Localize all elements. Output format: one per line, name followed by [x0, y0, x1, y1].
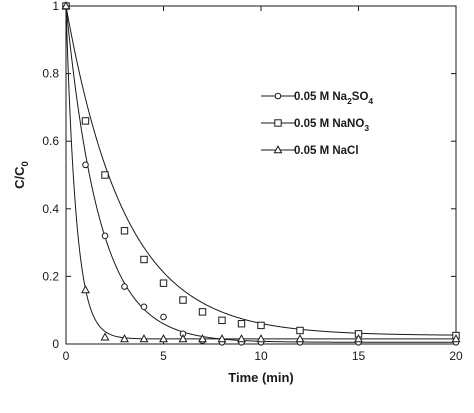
axes: 0 5 10 15 20 0 0.2 0.4 0.6 0.8 1 — [42, 0, 463, 363]
data-point-square — [140, 255, 148, 264]
data-point-square — [296, 326, 304, 335]
data-point-square — [179, 296, 187, 304]
fit-curves — [65, 5, 457, 343]
data-point-triangle — [178, 334, 188, 343]
data-point-triangle — [120, 334, 129, 343]
data-point-circle — [160, 313, 167, 321]
y-tick-label: 0 — [52, 337, 59, 351]
legend-label-text: 0.05 M NaCl — [294, 145, 359, 157]
data-point-square — [257, 321, 265, 330]
legend-label-text: 0.05 M NaNO — [294, 118, 364, 130]
legend-label-text: SO — [352, 91, 369, 103]
legend-label: 0.05 M Na2SO4 — [294, 91, 373, 106]
y-tick-label: 0.4 — [42, 202, 59, 216]
y-axis-title: C/C0 — [12, 161, 31, 189]
data-point-triangle — [139, 334, 149, 343]
data-point-triangle — [354, 334, 363, 343]
legend-label-subscript: 4 — [368, 96, 373, 106]
data-point-square — [101, 171, 109, 179]
data-point-triangle — [451, 334, 461, 343]
legend-marker-square — [274, 119, 282, 127]
data-point-triangle — [256, 334, 266, 343]
data-point-square — [81, 117, 90, 125]
y-tick-label: 1 — [52, 0, 59, 13]
x-tick-label: 20 — [449, 349, 463, 363]
fit-curve-circle — [65, 5, 456, 343]
data-point-circle — [101, 232, 109, 240]
legend-label-subscript: 2 — [347, 96, 352, 106]
legend-label: 0.05 M NaNO3 — [294, 118, 369, 133]
data-point-triangle — [217, 334, 227, 343]
x-tick-label: 0 — [63, 349, 70, 363]
data-point-triangle — [198, 334, 207, 343]
data-point-triangle — [237, 334, 246, 343]
legend-marker-triangle — [273, 145, 283, 154]
data-point-triangle — [61, 1, 71, 10]
y-tick-label: 0.6 — [42, 134, 59, 148]
data-point-circle — [121, 283, 128, 290]
x-tick-label: 15 — [352, 349, 366, 363]
data-point-circle — [140, 303, 148, 311]
data-point-square — [198, 308, 207, 316]
x-axis-title: Time (min) — [228, 370, 294, 385]
data-point-triangle — [295, 334, 305, 343]
y-tick-label: 0.2 — [42, 269, 59, 283]
data-point-triangle — [81, 285, 90, 294]
legend-label-text: 0.05 M Na — [294, 91, 348, 103]
x-tick-label: 5 — [160, 349, 167, 363]
data-point-square — [120, 227, 129, 235]
legend-marker-circle — [274, 92, 282, 100]
legend-label-subscript: 3 — [364, 123, 369, 133]
data-point-square — [159, 279, 168, 287]
data-markers — [61, 1, 461, 346]
data-point-square — [218, 316, 226, 325]
data-point-triangle — [100, 332, 110, 341]
x-tick-label: 10 — [254, 349, 268, 363]
data-point-square — [237, 320, 246, 328]
legend-label: 0.05 M NaCl — [294, 145, 359, 157]
y-axis-title-main: C/C — [12, 166, 27, 189]
y-tick-label: 0.8 — [42, 67, 59, 81]
y-axis-title-subscript: 0 — [20, 161, 31, 166]
legend: 0.05 M Na2SO4 0.05 M NaNO3 0.05 M NaCl — [261, 91, 373, 157]
data-point-triangle — [159, 334, 168, 343]
plot-frame — [65, 5, 457, 345]
data-point-circle — [82, 161, 89, 169]
